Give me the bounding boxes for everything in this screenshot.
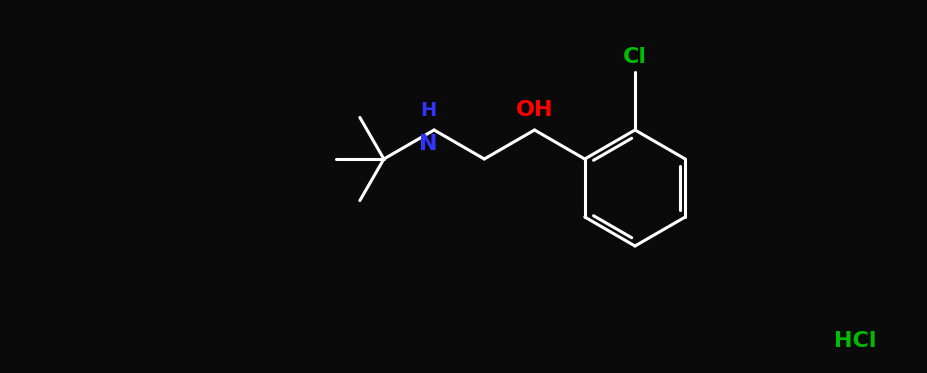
Text: OH: OH [515, 100, 552, 120]
Text: H: H [420, 101, 436, 120]
Text: Cl: Cl [622, 47, 646, 67]
Text: HCl: HCl [832, 331, 875, 351]
Text: N: N [418, 134, 437, 154]
